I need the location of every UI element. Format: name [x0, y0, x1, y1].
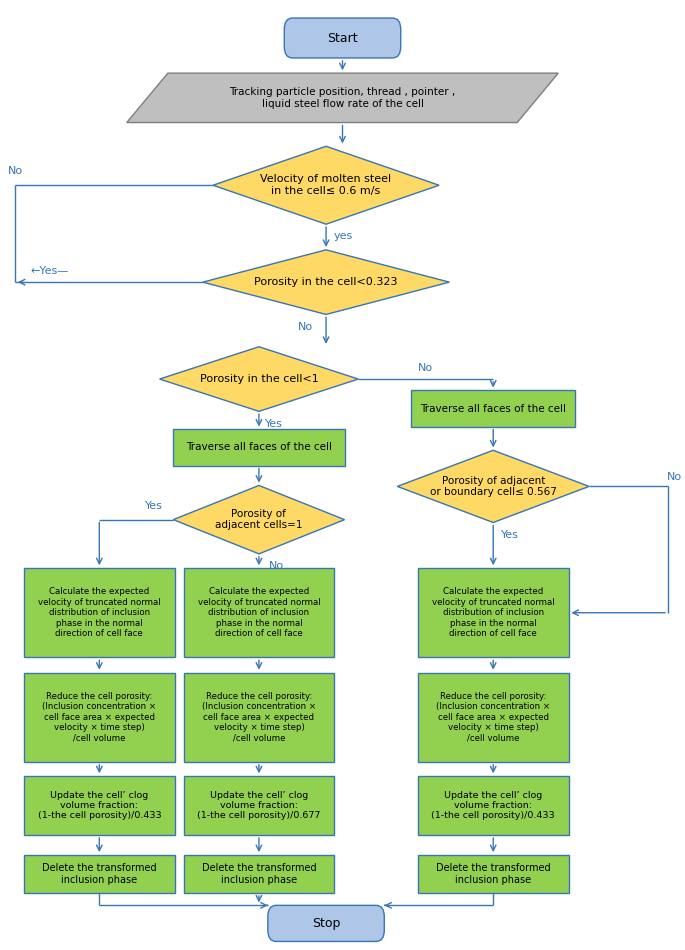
- Text: Porosity in the cell<0.323: Porosity in the cell<0.323: [254, 277, 398, 287]
- Bar: [24, 568, 175, 657]
- Bar: [418, 855, 569, 893]
- FancyBboxPatch shape: [284, 18, 401, 58]
- Polygon shape: [173, 485, 345, 554]
- Text: Traverse all faces of the cell: Traverse all faces of the cell: [186, 443, 332, 452]
- Text: Stop: Stop: [312, 917, 340, 930]
- Bar: [24, 855, 175, 893]
- Polygon shape: [203, 250, 449, 314]
- Bar: [184, 673, 334, 762]
- Text: No: No: [418, 363, 434, 372]
- Bar: [418, 568, 569, 657]
- Text: Velocity of molten steel
in the cell≤ 0.6 m/s: Velocity of molten steel in the cell≤ 0.…: [260, 175, 392, 196]
- Text: Reduce the cell porosity:
(Inclusion concentration ×
cell face area × expected
v: Reduce the cell porosity: (Inclusion con…: [42, 692, 156, 743]
- Text: Porosity in the cell<1: Porosity in the cell<1: [199, 374, 319, 384]
- Bar: [173, 429, 345, 466]
- Text: Traverse all faces of the cell: Traverse all faces of the cell: [420, 404, 566, 413]
- Text: No: No: [298, 322, 313, 332]
- Bar: [184, 568, 334, 657]
- Polygon shape: [127, 73, 558, 123]
- Text: Yes: Yes: [265, 419, 283, 428]
- Text: ←Yes—: ←Yes—: [30, 266, 68, 275]
- Text: Start: Start: [327, 31, 358, 45]
- Text: No: No: [269, 561, 284, 571]
- Text: Calculate the expected
velocity of truncated normal
distribution of inclusion
ph: Calculate the expected velocity of trunc…: [432, 587, 555, 638]
- Text: Update the cell’ clog
volume fraction:
(1-the cell porosity)/0.433: Update the cell’ clog volume fraction: (…: [432, 790, 555, 821]
- Polygon shape: [160, 347, 358, 411]
- Text: Delete the transformed
inclusion phase: Delete the transformed inclusion phase: [42, 864, 157, 884]
- Text: Reduce the cell porosity:
(Inclusion concentration ×
cell face area × expected
v: Reduce the cell porosity: (Inclusion con…: [202, 692, 316, 743]
- Text: Update the cell’ clog
volume fraction:
(1-the cell porosity)/0.433: Update the cell’ clog volume fraction: (…: [38, 790, 161, 821]
- Text: Tracking particle position, thread , pointer ,
liquid steel flow rate of the cel: Tracking particle position, thread , poi…: [229, 87, 456, 108]
- Bar: [184, 855, 334, 893]
- Text: Calculate the expected
velocity of truncated normal
distribution of inclusion
ph: Calculate the expected velocity of trunc…: [197, 587, 321, 638]
- Bar: [184, 776, 334, 835]
- Text: Yes: Yes: [501, 530, 519, 540]
- Text: yes: yes: [334, 231, 353, 240]
- Bar: [418, 776, 569, 835]
- Text: Yes: Yes: [145, 502, 163, 511]
- Text: Delete the transformed
inclusion phase: Delete the transformed inclusion phase: [436, 864, 551, 884]
- Text: Delete the transformed
inclusion phase: Delete the transformed inclusion phase: [201, 864, 316, 884]
- Text: Calculate the expected
velocity of truncated normal
distribution of inclusion
ph: Calculate the expected velocity of trunc…: [38, 587, 161, 638]
- Bar: [24, 673, 175, 762]
- Bar: [24, 776, 175, 835]
- Text: No: No: [667, 472, 682, 482]
- Bar: [418, 673, 569, 762]
- Text: Update the cell’ clog
volume fraction:
(1-the cell porosity)/0.677: Update the cell’ clog volume fraction: (…: [197, 790, 321, 821]
- Text: Reduce the cell porosity:
(Inclusion concentration ×
cell face area × expected
v: Reduce the cell porosity: (Inclusion con…: [436, 692, 550, 743]
- Text: No: No: [8, 166, 23, 176]
- FancyBboxPatch shape: [268, 905, 384, 941]
- Polygon shape: [397, 450, 589, 522]
- Polygon shape: [213, 146, 439, 224]
- Text: Porosity of adjacent
or boundary cell≤ 0.567: Porosity of adjacent or boundary cell≤ 0…: [429, 476, 557, 497]
- Bar: [411, 390, 575, 427]
- Text: Porosity of
adjacent cells=1: Porosity of adjacent cells=1: [215, 509, 303, 530]
